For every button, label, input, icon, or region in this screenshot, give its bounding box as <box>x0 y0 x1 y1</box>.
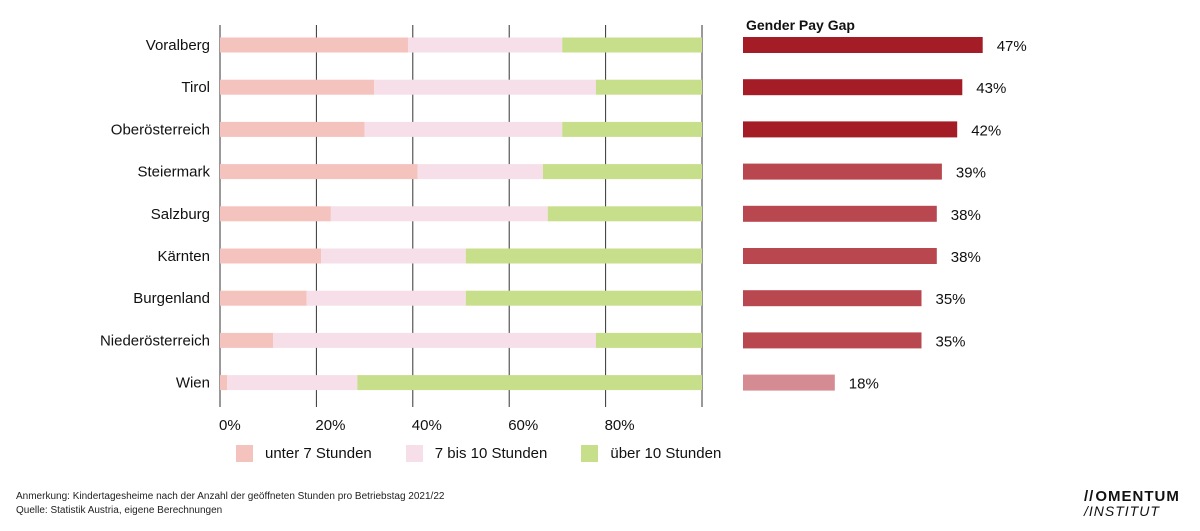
pay-gap-label-1: 43% <box>976 80 1006 97</box>
bar-under7-8 <box>220 375 228 391</box>
pay-gap-bar-3 <box>743 163 942 180</box>
bar-under7-2 <box>220 121 365 137</box>
pay-gap-label-0: 47% <box>997 38 1027 55</box>
pay-gap-label-3: 39% <box>956 165 986 182</box>
bar-over10-7 <box>595 332 702 348</box>
pay-gap-bar-5 <box>743 248 937 264</box>
bar-7to10-5 <box>321 248 466 264</box>
region-label-3: Steiermark <box>137 164 210 181</box>
bar-over10-8 <box>357 375 702 391</box>
bar-7to10-8 <box>227 375 358 391</box>
x-tick-label-0: 0% <box>219 417 241 434</box>
region-label-2: Oberösterreich <box>111 121 210 138</box>
x-tick-label-3: 60% <box>508 417 538 434</box>
bar-7to10-1 <box>374 79 596 95</box>
pay-gap-bar-2 <box>743 121 958 138</box>
x-tick-label-2: 40% <box>412 417 442 434</box>
bar-over10-1 <box>595 79 702 95</box>
logo-wordmark: OMENTUM <box>1095 488 1180 505</box>
region-label-6: Burgenland <box>133 290 210 307</box>
bar-7to10-7 <box>273 332 596 348</box>
pay-gap-bar-7 <box>743 332 922 349</box>
gender-pay-gap-title: Gender Pay Gap <box>746 17 855 33</box>
x-tick-label-4: 80% <box>605 417 635 434</box>
source-note: Quelle: Statistik Austria, eigene Berech… <box>16 505 223 516</box>
footnote: Anmerkung: Kindertagesheime nach der Anz… <box>16 491 445 502</box>
legend-label-0: unter 7 Stunden <box>265 445 372 462</box>
region-label-7: Niederösterreich <box>100 332 210 349</box>
pay-gap-bar-0 <box>743 37 983 53</box>
bar-7to10-6 <box>306 290 466 306</box>
pay-gap-label-2: 42% <box>971 122 1001 139</box>
bar-under7-5 <box>220 248 322 264</box>
bar-7to10-3 <box>417 164 543 180</box>
momentum-institut-logo: // OMENTUM /INSTITUT <box>1084 489 1180 519</box>
logo-subtitle: /INSTITUT <box>1084 503 1160 519</box>
pay-gap-bar-4 <box>743 205 937 222</box>
legend-item-0: unter 7 Stunden <box>236 445 372 462</box>
legend-item-1: 7 bis 10 Stunden <box>405 445 548 462</box>
footer: Anmerkung: Kindertagesheime nach der Anz… <box>16 490 444 518</box>
bar-over10-5 <box>465 248 702 264</box>
bar-7to10-4 <box>330 206 548 222</box>
pay-gap-label-5: 38% <box>951 249 981 266</box>
bar-over10-2 <box>562 121 702 137</box>
bar-under7-7 <box>220 332 274 348</box>
region-label-4: Salzburg <box>151 206 210 223</box>
region-label-1: Tirol <box>181 79 210 96</box>
pay-gap-bar-6 <box>743 290 922 307</box>
legend-item-2: über 10 Stunden <box>581 445 721 462</box>
legend-label-2: über 10 Stunden <box>610 445 722 462</box>
legend-swatch-2 <box>581 445 599 462</box>
pay-gap-bar-8 <box>743 374 835 391</box>
bar-under7-6 <box>220 290 307 306</box>
bar-over10-4 <box>547 206 702 222</box>
bar-7to10-0 <box>407 37 563 53</box>
pay-gap-label-8: 18% <box>849 376 879 393</box>
region-label-5: Kärnten <box>157 248 210 265</box>
pay-gap-label-4: 38% <box>951 207 981 224</box>
region-label-0: Voralberg <box>146 37 210 54</box>
bar-over10-3 <box>542 164 702 180</box>
bar-under7-4 <box>220 206 331 222</box>
bar-under7-1 <box>220 79 375 95</box>
bar-under7-3 <box>220 164 418 180</box>
bar-over10-0 <box>562 37 702 53</box>
pay-gap-bar-1 <box>743 79 963 96</box>
pay-gap-label-7: 35% <box>936 333 966 350</box>
legend-label-1: 7 bis 10 Stunden <box>434 445 548 462</box>
region-label-8: Wien <box>176 375 210 392</box>
bar-over10-6 <box>465 290 702 306</box>
x-tick-label-1: 20% <box>315 417 345 434</box>
legend: unter 7 Stunden 7 bis 10 Stunden über 10 S… <box>236 445 721 462</box>
logo-mark: // <box>1084 488 1095 505</box>
bar-7to10-2 <box>364 121 563 137</box>
pay-gap-label-6: 35% <box>936 291 966 308</box>
legend-swatch-1 <box>405 445 423 462</box>
bar-under7-0 <box>220 37 408 53</box>
legend-swatch-0 <box>236 445 253 462</box>
